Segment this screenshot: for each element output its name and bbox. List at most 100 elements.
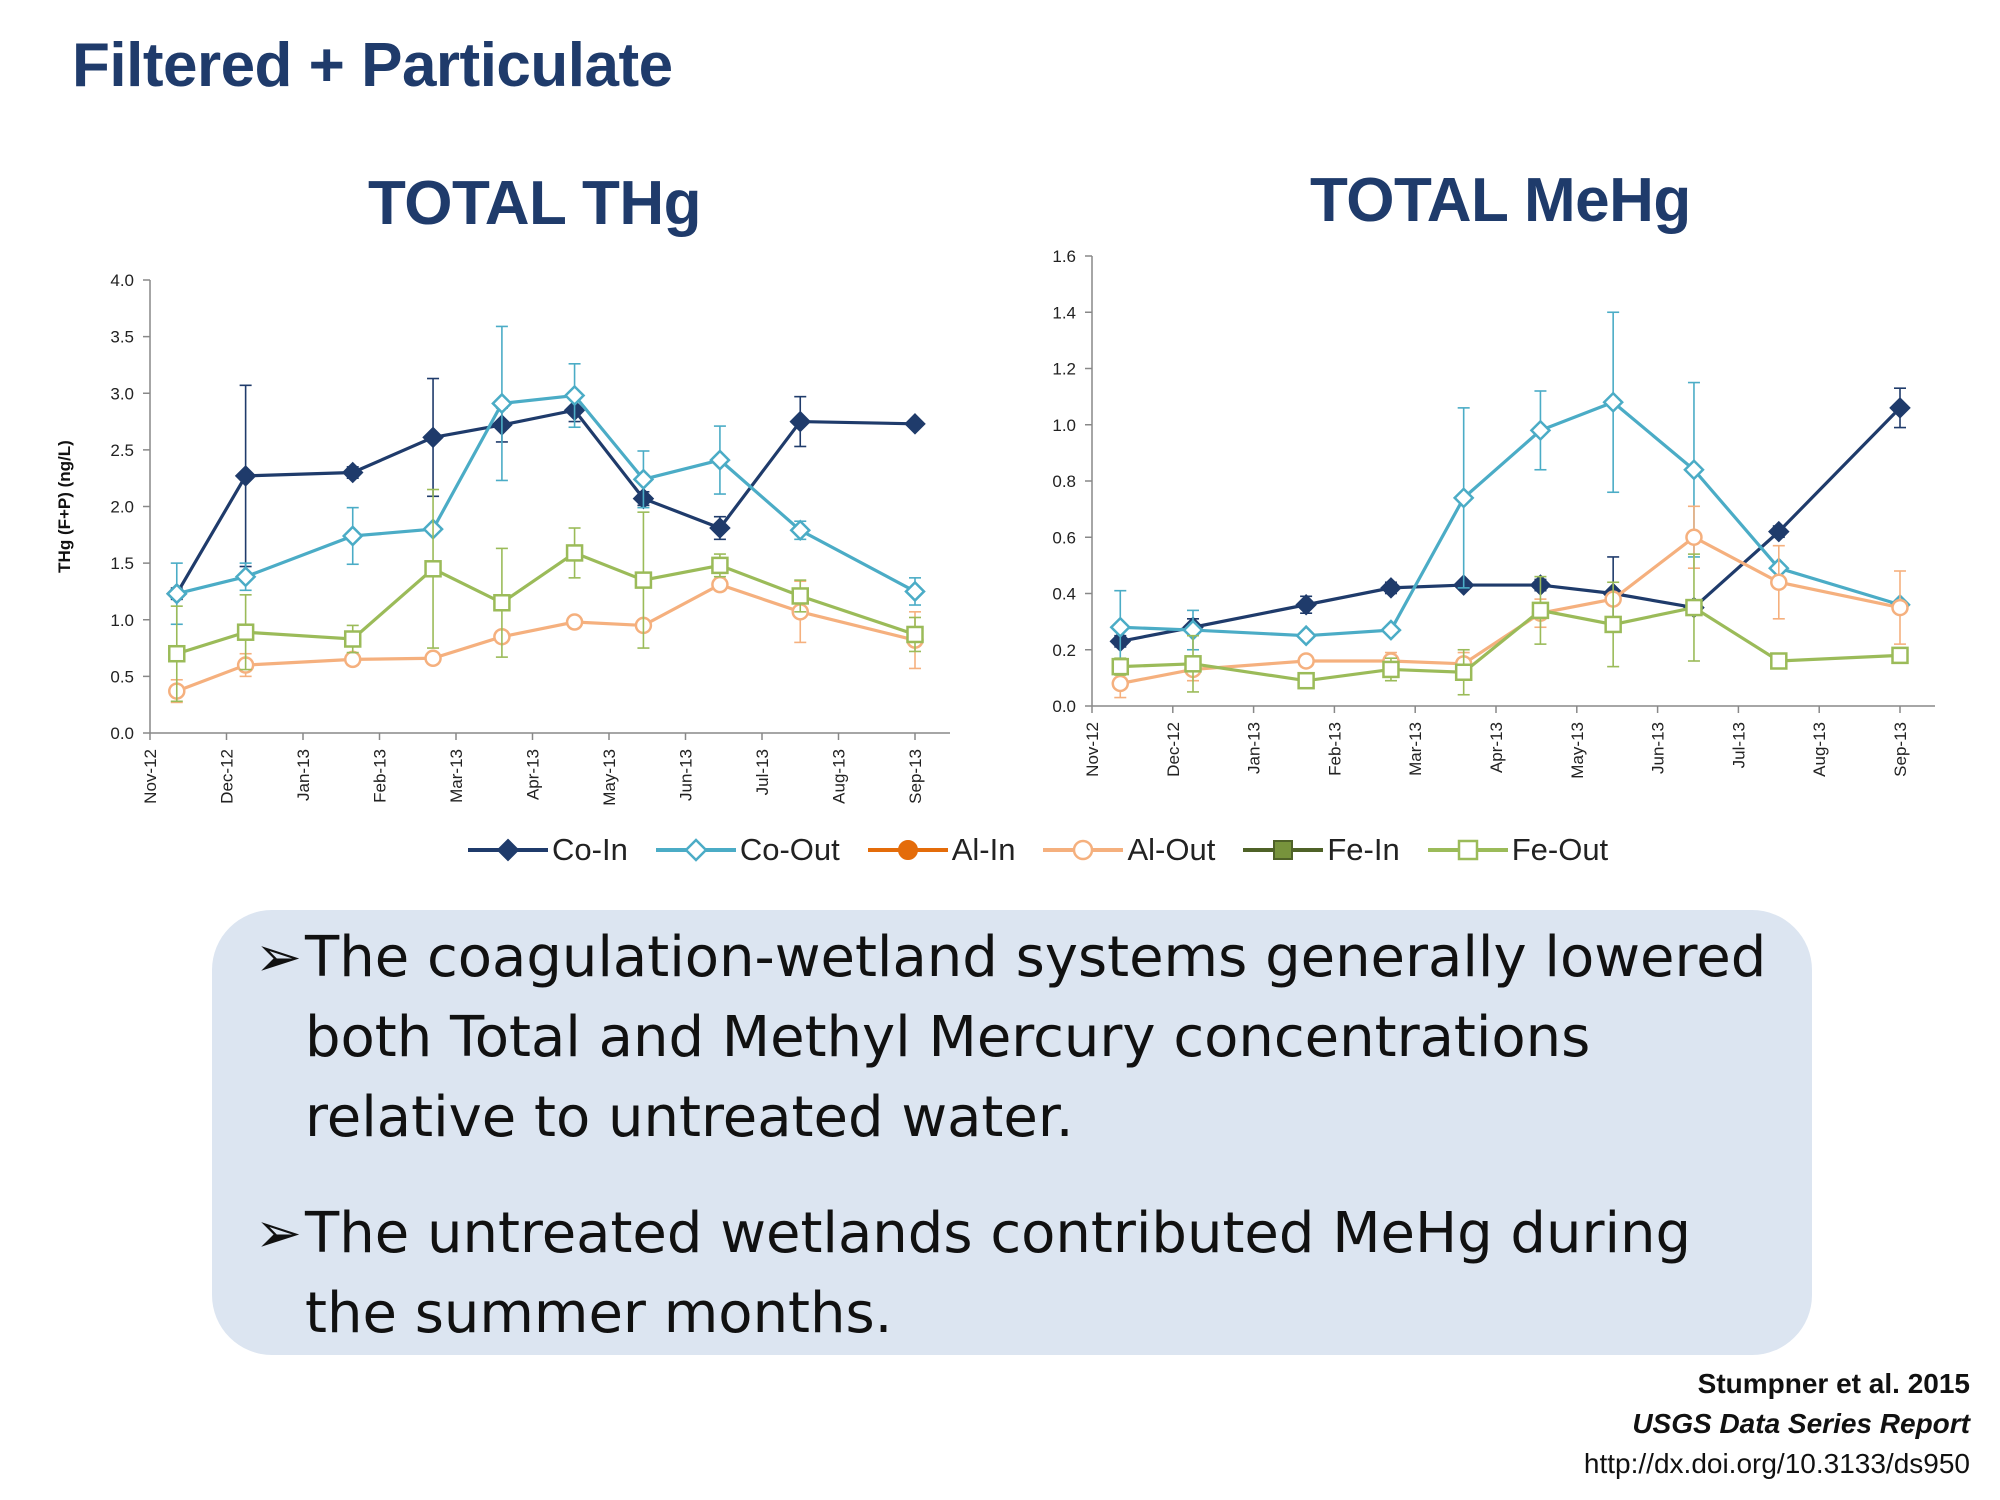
summary-text-box xyxy=(212,910,1812,1355)
co-in-point xyxy=(1768,520,1790,543)
legend-item-co-in: Co-In xyxy=(468,832,628,868)
co-out-point xyxy=(789,519,812,542)
co-out-point xyxy=(709,449,731,471)
x-tick-label: Apr-13 xyxy=(524,749,543,800)
legend-fe-out-marker-icon xyxy=(1427,839,1508,861)
legend-label-co-out: Co-Out xyxy=(739,832,840,867)
co-out-point xyxy=(632,468,655,491)
citation-authors: Stumpner et al. 2015 xyxy=(1697,1368,1970,1399)
y-tick-label: 3.0 xyxy=(110,384,134,403)
y-tick-label: 0.0 xyxy=(110,724,134,743)
fe-out-point xyxy=(906,625,924,644)
fe-out-series-line xyxy=(1120,605,1901,683)
fe-out-point xyxy=(1382,660,1400,679)
x-tick-label: Nov-12 xyxy=(141,749,160,804)
legend-label-al-out: Al-Out xyxy=(1127,832,1216,867)
x-tick-label: May-13 xyxy=(600,749,619,806)
y-axis-label: THg (F+P) (ng/L) xyxy=(55,440,74,573)
co-out-point xyxy=(1683,458,1705,481)
slide-title: Filtered + Particulate xyxy=(72,31,673,100)
x-tick-label: Mar-13 xyxy=(1406,722,1425,776)
x-tick-label: Nov-12 xyxy=(1083,722,1102,777)
fe-out-point xyxy=(791,587,809,605)
legend-item-co-out: Co-Out xyxy=(655,832,840,868)
co-out-point xyxy=(341,525,364,547)
co-in-series-line xyxy=(1119,406,1902,643)
fe-out-point xyxy=(634,571,653,589)
al-out-point xyxy=(1111,674,1130,693)
co-out-point xyxy=(1452,487,1475,509)
fe-out-point xyxy=(1685,598,1703,617)
y-tick-label: 1.5 xyxy=(110,554,134,573)
y-tick-label: 0.5 xyxy=(110,667,134,686)
legend-label-fe-in: Fe-In xyxy=(1327,832,1400,867)
x-tick-label: Sep-13 xyxy=(906,749,925,804)
al-out-point xyxy=(1770,573,1788,591)
x-tick-label: May-13 xyxy=(1568,722,1587,779)
y-tick-label: 0.2 xyxy=(1052,641,1076,660)
y-tick-label: 1.0 xyxy=(110,611,134,630)
co-in-point xyxy=(709,517,731,539)
y-tick-label: 4.0 xyxy=(110,271,134,290)
citation-url[interactable]: http://dx.doi.org/10.3133/ds950 xyxy=(1583,1448,1970,1479)
legend-item-al-out: Al-Out xyxy=(1043,832,1215,868)
x-tick-label: Aug-13 xyxy=(830,749,849,804)
y-tick-label: 1.6 xyxy=(1052,247,1076,266)
fe-out-point xyxy=(1454,663,1473,681)
co-in-point xyxy=(1380,577,1402,599)
legend-item-fe-in: Fe-In xyxy=(1243,832,1400,868)
citation-report: USGS Data Series Report xyxy=(1632,1408,1970,1439)
co-in-point xyxy=(1295,593,1317,616)
al-out-point xyxy=(1891,598,1909,617)
y-tick-label: 3.5 xyxy=(110,328,134,347)
fe-out-point xyxy=(565,544,584,562)
co-out-point xyxy=(234,565,257,588)
legend-co-in-marker-icon xyxy=(468,838,548,862)
co-out-point xyxy=(491,392,513,415)
al-out-point xyxy=(1685,528,1703,546)
co-in-point xyxy=(904,413,926,435)
al-out-point xyxy=(424,649,442,668)
fe-out-point xyxy=(711,556,729,575)
fe-out-point xyxy=(343,630,362,648)
al-out-series-line xyxy=(176,582,916,693)
co-in-point xyxy=(1889,397,1911,419)
fe-out-point xyxy=(168,644,186,663)
x-tick-label: Dec-12 xyxy=(218,749,237,804)
co-out-series-line xyxy=(176,393,916,596)
legend-item-al-in: Al-In xyxy=(867,832,1015,868)
co-in-point xyxy=(234,465,257,487)
y-tick-label: 1.0 xyxy=(1052,416,1076,435)
bullet-1: ➢ The coagulation-wetland systems genera… xyxy=(255,918,1795,1158)
fe-out-point xyxy=(1770,652,1788,670)
legend-item-fe-out: Fe-Out xyxy=(1427,832,1609,868)
x-tick-label: Dec-12 xyxy=(1164,722,1183,777)
al-out-point xyxy=(565,613,584,631)
y-tick-label: 0.0 xyxy=(1052,697,1076,716)
co-in-point xyxy=(422,426,444,449)
co-out-series-line xyxy=(1120,400,1901,638)
fe-out-point xyxy=(1891,646,1909,665)
bullet-1-text: The coagulation-wetland systems generall… xyxy=(305,925,1767,1150)
fe-out-point xyxy=(1531,601,1550,620)
legend-label-fe-out: Fe-Out xyxy=(1511,832,1609,867)
x-tick-label: Jul-13 xyxy=(1729,722,1748,768)
al-out-point xyxy=(1297,652,1315,670)
fe-out-point xyxy=(1184,655,1202,673)
x-tick-label: Apr-13 xyxy=(1487,722,1506,773)
thg-chart: 0.0 0.5 1.0 1.5 2.0 2.5 3.0 3.5 4.0 Nov-12 Dec-12 J… xyxy=(55,271,950,806)
co-in-series-line xyxy=(175,408,916,595)
bullet-2-text: The untreated wetlands contributed MeHg … xyxy=(305,1201,1692,1346)
y-tick-label: 0.4 xyxy=(1052,585,1076,604)
fe-out-point xyxy=(1297,671,1315,690)
fe-out-point xyxy=(1604,615,1622,634)
co-out-point xyxy=(1109,616,1132,639)
fe-out-series-line xyxy=(176,551,916,656)
fe-out-point xyxy=(493,594,511,612)
mehg-chart: 0.0 0.2 0.4 0.6 0.8 1.0 1.2 1.4 1.6 Nov-12 Dec-12 J… xyxy=(1052,247,1935,779)
legend-al-out-marker-icon xyxy=(1043,839,1124,861)
co-out-point xyxy=(1295,624,1317,647)
x-tick-label: Jun-13 xyxy=(677,749,696,801)
bullet-arrow-icon: ➢ xyxy=(255,925,302,990)
x-tick-label: Mar-13 xyxy=(447,749,466,803)
